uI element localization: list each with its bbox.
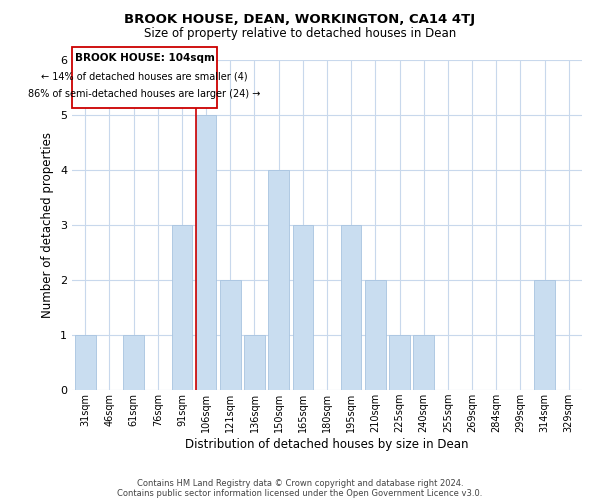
Text: Contains HM Land Registry data © Crown copyright and database right 2024.: Contains HM Land Registry data © Crown c… [137,478,463,488]
Bar [244,335,265,390]
Text: BROOK HOUSE, DEAN, WORKINGTON, CA14 4TJ: BROOK HOUSE, DEAN, WORKINGTON, CA14 4TJ [124,12,476,26]
Bar [220,280,241,390]
Bar [124,335,144,390]
Y-axis label: Number of detached properties: Number of detached properties [41,132,55,318]
Text: 86% of semi-detached houses are larger (24) →: 86% of semi-detached houses are larger (… [28,90,261,100]
Text: Contains public sector information licensed under the Open Government Licence v3: Contains public sector information licen… [118,488,482,498]
X-axis label: Distribution of detached houses by size in Dean: Distribution of detached houses by size … [185,438,469,451]
Bar [389,335,410,390]
Bar [75,335,95,390]
Bar [196,115,217,390]
Text: Size of property relative to detached houses in Dean: Size of property relative to detached ho… [144,28,456,40]
Bar [268,170,289,390]
Bar [172,225,192,390]
Bar [413,335,434,390]
Text: ← 14% of detached houses are smaller (4): ← 14% of detached houses are smaller (4) [41,71,248,81]
Bar [365,280,386,390]
FancyBboxPatch shape [72,47,217,108]
Bar [293,225,313,390]
Text: BROOK HOUSE: 104sqm: BROOK HOUSE: 104sqm [75,53,215,63]
Bar [341,225,361,390]
Bar [534,280,555,390]
